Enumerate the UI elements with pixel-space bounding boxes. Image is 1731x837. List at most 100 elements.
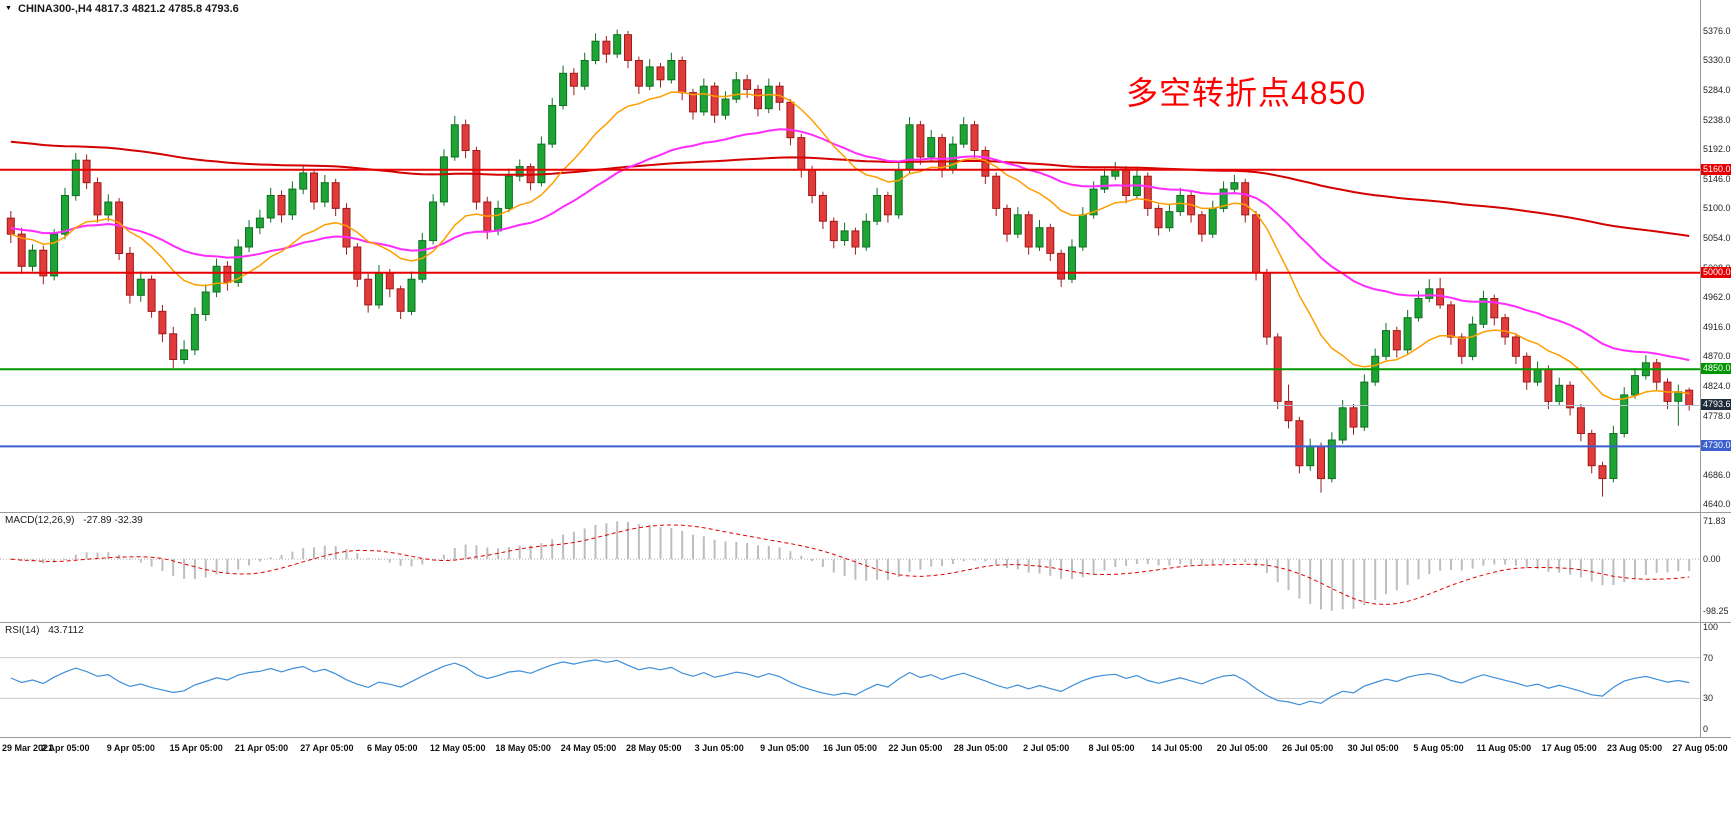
candle (1620, 387, 1629, 438)
macd-title: MACD(12,26,9) (5, 515, 75, 526)
candle (461, 119, 470, 159)
candle (602, 36, 611, 63)
price-tick-label: 5192.0 (1703, 144, 1731, 155)
rsi-tick-label: 100 (1703, 622, 1719, 632)
candle (17, 227, 26, 274)
price-tick-label: 4916.0 (1703, 321, 1731, 332)
price-level-label: 5160.0 (1701, 163, 1731, 175)
candle (1436, 277, 1445, 309)
candle (93, 177, 102, 223)
candle (1219, 181, 1228, 213)
pane-separator[interactable] (0, 512, 1731, 513)
macd-signal-line[interactable] (10, 524, 1690, 606)
candle (1262, 268, 1271, 345)
candle (916, 120, 925, 165)
candle (158, 304, 167, 343)
candle (364, 274, 373, 313)
time-tick-label: 23 Aug 05:00 (1606, 743, 1663, 753)
price-tick-label: 4640.0 (1703, 499, 1731, 510)
macd-header: MACD(12,26,9) -27.89 -32.39 (5, 515, 143, 526)
rsi-title: RSI(14) (5, 625, 40, 636)
candle (472, 146, 481, 210)
candle (1284, 384, 1293, 429)
candle (1154, 204, 1163, 236)
ma-fast[interactable] (10, 91, 1690, 401)
candle (634, 56, 643, 94)
candle (1273, 333, 1282, 410)
candle (125, 247, 134, 304)
candle (873, 187, 882, 226)
time-axis[interactable]: 29 Mar 2021 2 Apr 05:00 9 Apr 05:00 15 Apr … (0, 738, 1731, 762)
price-tick-label: 4824.0 (1703, 380, 1731, 391)
candle (1501, 313, 1510, 345)
candle (808, 165, 817, 204)
candle (396, 285, 405, 319)
candle (1555, 377, 1564, 406)
candle (1522, 352, 1531, 390)
price-level-label: 4793.6 (1701, 399, 1731, 411)
price-tick-label: 4962.0 (1703, 292, 1731, 303)
ma-medium[interactable] (10, 128, 1690, 362)
symbol-dropdown-icon[interactable]: ▼ (5, 5, 12, 12)
candle (862, 213, 871, 251)
ma-slow[interactable] (10, 140, 1690, 237)
time-axis-separator (0, 737, 1731, 738)
candle (797, 133, 806, 178)
level-lines-layer[interactable] (0, 168, 1700, 448)
time-tick-label: 24 May 05:00 (560, 743, 617, 753)
candle (1111, 162, 1120, 181)
candle (1187, 191, 1196, 223)
pane-separator[interactable] (0, 622, 1731, 623)
candle (1371, 348, 1380, 386)
price-tick-label: 4870.0 (1703, 351, 1731, 362)
rsi-line[interactable] (10, 659, 1690, 706)
candle (732, 72, 741, 103)
time-tick-label: 14 Jul 05:00 (1151, 743, 1203, 753)
candle (548, 97, 557, 148)
candle (1165, 203, 1174, 232)
time-tick-label: 12 May 05:00 (429, 743, 486, 753)
price-chart-pane[interactable] (0, 0, 1700, 512)
candle (1024, 211, 1033, 255)
price-level-label: 4850.0 (1701, 363, 1731, 375)
candle (829, 217, 838, 249)
candle (1208, 200, 1217, 238)
candle (180, 340, 189, 365)
macd-tick-label: 0.00 (1703, 554, 1721, 565)
candle (710, 82, 719, 123)
candle (970, 120, 979, 159)
time-tick-label: 9 Jun 05:00 (760, 743, 810, 753)
candle (959, 117, 968, 148)
candle (504, 168, 513, 213)
candle (1003, 204, 1011, 242)
candle (1576, 403, 1585, 442)
candle (1100, 168, 1109, 193)
candle (1327, 432, 1336, 483)
candle (1143, 172, 1152, 217)
candle (1035, 220, 1044, 251)
candle (786, 99, 795, 146)
price-tick-label: 5100.0 (1703, 203, 1731, 214)
macd-pane[interactable] (0, 512, 1700, 622)
time-tick-label: 17 Aug 05:00 (1541, 743, 1597, 753)
time-tick-label: 30 Jul 05:00 (1347, 743, 1399, 753)
time-tick-label: 27 Aug 05:00 (1672, 743, 1728, 753)
rsi-pane[interactable] (0, 622, 1700, 736)
candle (1392, 326, 1401, 358)
candle (1068, 239, 1076, 283)
candle (320, 175, 329, 208)
candles-layer (6, 29, 1694, 497)
candle (266, 187, 275, 223)
candle (1425, 279, 1434, 303)
candle (169, 326, 178, 368)
time-tick-label: 11 Aug 05:00 (1476, 743, 1532, 753)
candle (310, 169, 318, 210)
price-axis[interactable]: 5376.0 5330.0 5284.0 5238.0 5192.0 5146.0 5100… (1701, 0, 1731, 737)
candle (71, 153, 80, 201)
macd-tick-label: -98.25 (1703, 605, 1729, 616)
candle (353, 243, 362, 287)
macd-histogram (9, 521, 1691, 611)
candle (883, 191, 892, 223)
candle (331, 178, 340, 217)
time-tick-label: 22 Jun 05:00 (888, 743, 943, 753)
